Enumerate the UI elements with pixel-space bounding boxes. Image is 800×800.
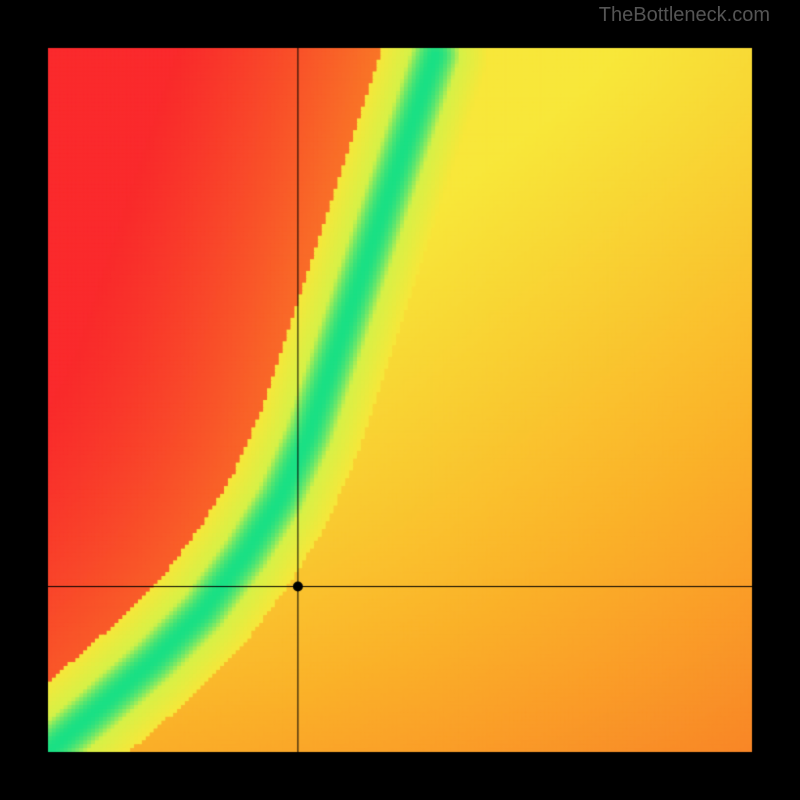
heatmap-canvas	[0, 0, 800, 800]
watermark-text: TheBottleneck.com	[599, 4, 770, 27]
